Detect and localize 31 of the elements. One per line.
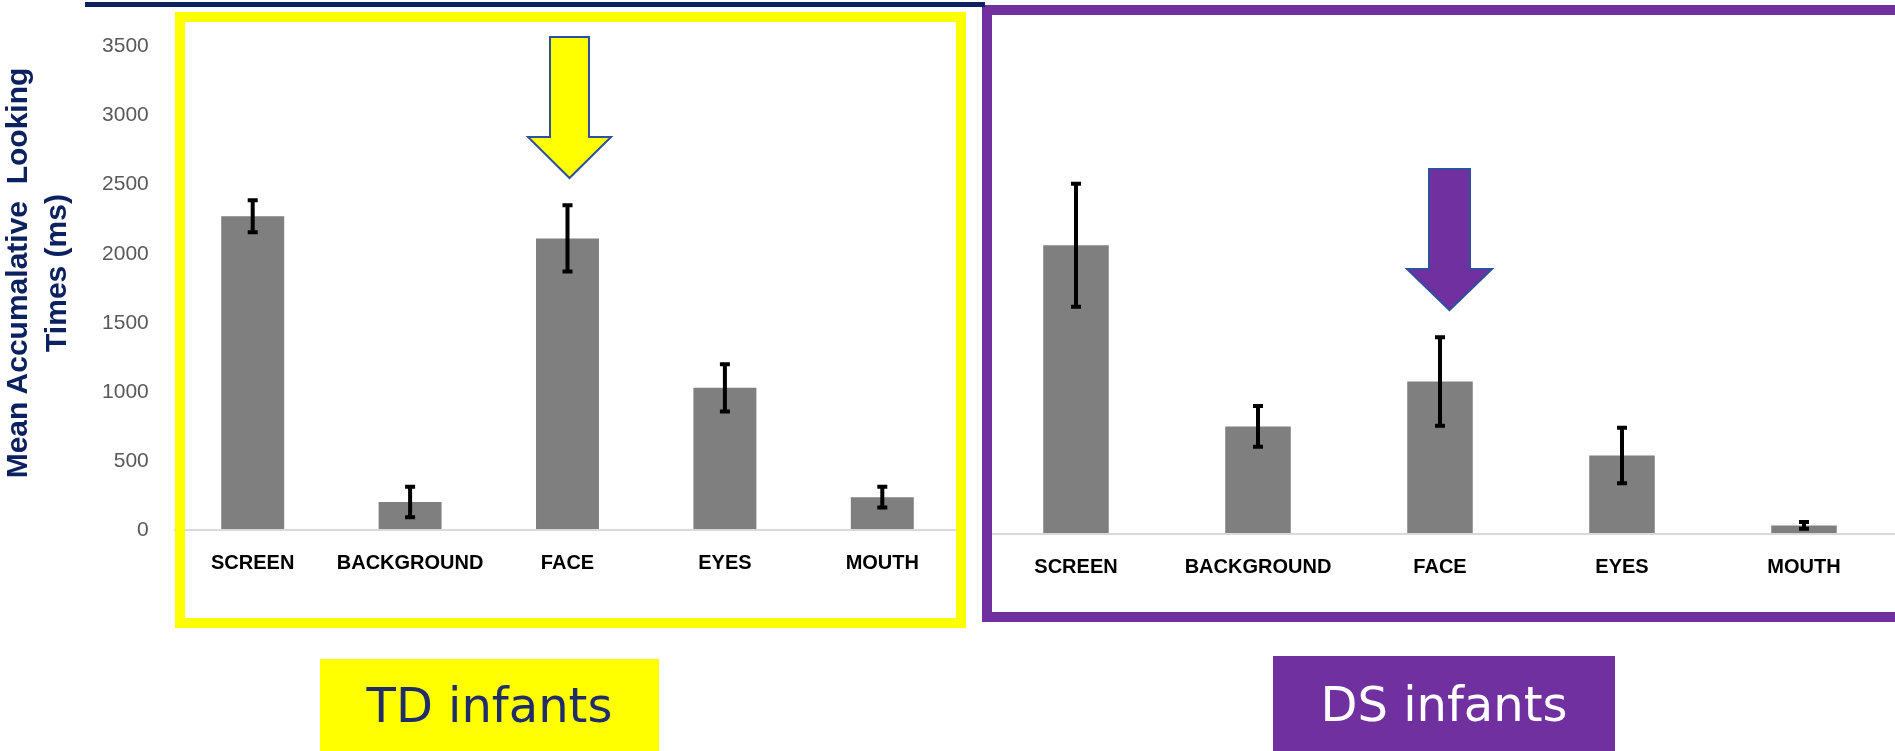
y-axis-title: Mean Accumalative Looking Times (ms) [0,67,72,479]
x-tick-label: BACKGROUND [1184,555,1332,577]
bar [1043,245,1109,533]
bar [1771,525,1837,533]
bar [693,387,757,529]
x-tick-label: MOUTH [845,551,919,573]
bar [850,497,914,529]
bar [1407,381,1473,533]
x-tick-label: FACE [1413,555,1467,577]
x-tick-label: FACE [540,551,595,573]
x-tick-label: SCREEN [1034,555,1118,577]
bar [1225,426,1291,533]
bar [536,238,599,529]
bar [221,216,285,529]
text: TD infants [320,659,659,751]
y-tick-label: 3500 [102,33,149,57]
y-tick-label: 0 [137,517,149,541]
text: DS infants [1273,656,1615,751]
y-tick-label: 500 [113,448,149,472]
y-tick-label: 1500 [102,309,149,333]
y-tick-label: 3000 [102,102,149,126]
y-tick-label: 2500 [102,171,149,195]
x-tick-label: EYES [698,551,752,573]
y-tick-label: 2000 [102,240,149,264]
x-tick-label: EYES [1595,555,1649,577]
x-tick-label: SCREEN [211,551,295,573]
y-tick-label: 1000 [102,378,149,402]
bar [378,502,442,529]
x-tick-label: MOUTH [1767,555,1841,577]
x-tick-label: BACKGROUND [336,551,484,573]
bar [1589,455,1655,533]
